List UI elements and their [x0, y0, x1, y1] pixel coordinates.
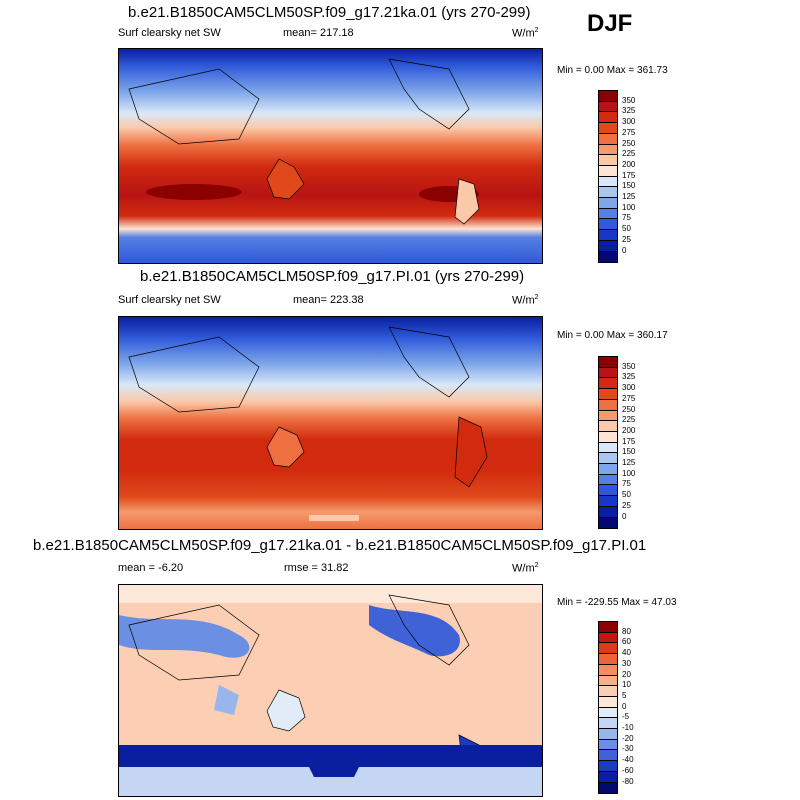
panel3-map — [118, 584, 543, 797]
colorbar-tick-label: 225 — [622, 415, 636, 425]
colorbar-tick-label: 50 — [622, 224, 631, 234]
panel1-mean-label: mean= 217.18 — [283, 27, 354, 39]
colorbar-tick-label: -60 — [622, 765, 634, 775]
colorbar-tick-label: -80 — [622, 776, 634, 786]
panel3-mean-label: mean = -6.20 — [118, 562, 184, 574]
colorbar-tick-label: 10 — [622, 680, 631, 690]
panel3-units: W/m2 — [512, 562, 539, 575]
colorbar-tick-label: 200 — [622, 159, 636, 169]
colorbar-tick-label: 0 — [622, 245, 627, 255]
panel2-minmax: Min = 0.00 Max = 360.17 — [557, 330, 668, 341]
panel3-anomaly-region — [119, 615, 250, 658]
panel2-variable-label: Surf clearsky net SW — [118, 294, 221, 306]
panel1-title: b.e21.B1850CAM5CLM50SP.f09_g17.21ka.01 (… — [128, 4, 531, 21]
panel2-mean-label: mean= 223.38 — [293, 294, 364, 306]
colorbar-tick-label: 250 — [622, 138, 636, 148]
colorbar-tick-label: 300 — [622, 383, 636, 393]
panel3-australia-outline — [266, 689, 306, 732]
colorbar-tick-label: 350 — [622, 95, 636, 105]
panel1-eurasia-outline — [128, 68, 260, 145]
colorbar-tick-label: 125 — [622, 192, 636, 201]
colorbar-tick-label: 40 — [622, 648, 631, 658]
colorbar-tick-label: 325 — [622, 106, 636, 116]
colorbar-swatch — [598, 250, 618, 264]
colorbar-tick-label: 5 — [622, 690, 627, 700]
colorbar-tick-label: 100 — [622, 468, 636, 478]
panel3-map-svg — [119, 585, 542, 796]
colorbar-tick-label: 150 — [622, 181, 636, 191]
panel3-rmse-label: rmse = 31.82 — [284, 562, 349, 574]
panel2-units: W/m2 — [512, 294, 539, 307]
colorbar-swatch — [598, 781, 618, 795]
panel1-north-america-outline — [388, 58, 470, 130]
panel3-eurasia-outline — [128, 604, 260, 681]
colorbar-tick-label: 60 — [622, 637, 631, 647]
colorbar-tick-label: 150 — [622, 447, 636, 457]
panel1-australia-outline — [266, 158, 305, 200]
panel2-title: b.e21.B1850CAM5CLM50SP.f09_g17.PI.01 (yr… — [140, 268, 525, 285]
colorbar-tick-label: 125 — [622, 458, 636, 467]
colorbar-tick-label: 175 — [622, 170, 636, 180]
colorbar-tick-label: 0 — [622, 511, 627, 521]
panel1-max-region — [146, 184, 242, 200]
colorbar-tick-label: 250 — [622, 404, 636, 414]
panel3-anomaly-region — [214, 685, 239, 715]
panel3-anomaly-region — [369, 605, 460, 657]
colorbar-tick-label: 75 — [622, 213, 631, 223]
colorbar-tick-label: 275 — [622, 127, 636, 137]
panel1-variable-label: Surf clearsky net SW — [118, 27, 221, 39]
panel1-map — [118, 48, 543, 264]
colorbar-tick-label: 175 — [622, 436, 636, 446]
panel3-north-america-outline — [388, 594, 470, 666]
panel2-map-svg — [119, 317, 542, 529]
colorbar-tick-label: -10 — [622, 723, 634, 732]
colorbar-tick-label: 80 — [622, 626, 631, 636]
panel2-south-america-outline — [454, 416, 488, 488]
panel3-anomaly-band — [119, 745, 542, 767]
panel2-australia-outline — [266, 426, 305, 468]
colorbar-tick-label: 300 — [622, 117, 636, 127]
colorbar-tick-label: 0 — [622, 701, 627, 711]
panel1-units: W/m2 — [512, 27, 539, 40]
colorbar-tick-label: 30 — [622, 658, 631, 668]
colorbar-tick-label: 200 — [622, 425, 636, 435]
colorbar-tick-label: -30 — [622, 744, 634, 754]
panel2-eurasia-outline — [128, 336, 260, 413]
colorbar-tick-label: 325 — [622, 372, 636, 382]
colorbar-tick-label: 100 — [622, 202, 636, 212]
colorbar-tick-label: 25 — [622, 234, 631, 244]
panel2-antarctic-coast — [309, 515, 359, 521]
panel2-map — [118, 316, 543, 530]
panel1-south-america-outline — [454, 178, 480, 225]
panel2-north-america-outline — [388, 326, 470, 398]
colorbar-tick-label: 350 — [622, 361, 636, 371]
colorbar-tick-label: 275 — [622, 393, 636, 403]
panel3-title: b.e21.B1850CAM5CLM50SP.f09_g17.21ka.01 -… — [33, 537, 647, 554]
panel3-minmax: Min = -229.55 Max = 47.03 — [557, 597, 677, 608]
season-label: DJF — [587, 10, 633, 37]
colorbar-swatch — [598, 516, 618, 530]
panel1-minmax: Min = 0.00 Max = 361.73 — [557, 65, 668, 76]
colorbar-tick-label: 20 — [622, 669, 631, 679]
colorbar-tick-label: 225 — [622, 149, 636, 159]
colorbar-tick-label: -20 — [622, 733, 634, 743]
colorbar-tick-label: 50 — [622, 490, 631, 500]
colorbar-tick-label: 75 — [622, 479, 631, 489]
colorbar-tick-label: -5 — [622, 712, 630, 722]
panel1-map-svg — [119, 49, 542, 263]
colorbar-tick-label: -40 — [622, 755, 634, 765]
colorbar-tick-label: 25 — [622, 500, 631, 510]
